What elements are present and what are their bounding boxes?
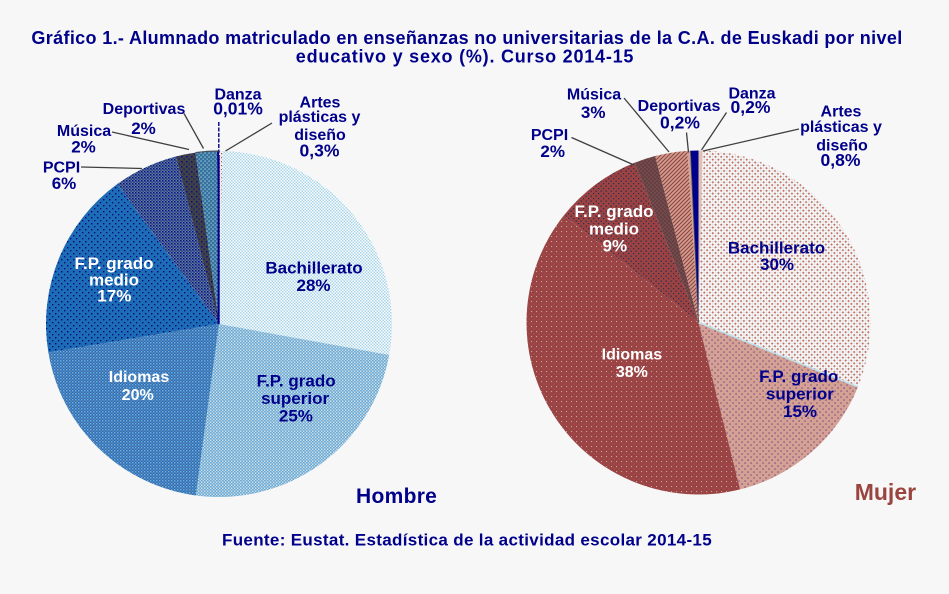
svg-text:Hombre: Hombre: [356, 485, 437, 508]
svg-text:diseño: diseño: [816, 138, 868, 155]
svg-text:2%: 2%: [131, 119, 156, 138]
svg-text:6%: 6%: [52, 174, 77, 193]
svg-text:Danza: Danza: [728, 86, 775, 103]
svg-text:Idiomas: Idiomas: [602, 347, 663, 364]
svg-text:0,2%: 0,2%: [660, 113, 700, 133]
svg-text:F.P. grado: F.P. grado: [574, 202, 653, 221]
svg-text:PCPI: PCPI: [531, 127, 568, 144]
svg-text:Música: Música: [57, 123, 111, 140]
svg-text:Música: Música: [567, 87, 621, 104]
svg-text:Artes: Artes: [821, 104, 862, 121]
svg-text:20%: 20%: [122, 387, 154, 404]
svg-text:0,2%: 0,2%: [731, 97, 771, 117]
svg-text:diseño: diseño: [294, 127, 346, 144]
svg-text:Fuente: Eustat. Estadística de: Fuente: Eustat. Estadística de la activi…: [222, 531, 712, 550]
svg-text:medio: medio: [589, 220, 639, 239]
svg-text:Bachillerato: Bachillerato: [728, 239, 825, 258]
svg-text:plásticas y: plásticas y: [800, 119, 882, 136]
svg-text:0,3%: 0,3%: [300, 141, 340, 161]
svg-text:Danza: Danza: [214, 87, 261, 104]
svg-text:0,01%: 0,01%: [213, 99, 263, 119]
svg-text:superior: superior: [766, 384, 834, 403]
svg-text:3%: 3%: [581, 103, 606, 122]
svg-text:Idiomas: Idiomas: [109, 369, 170, 386]
svg-text:F.P. grado: F.P. grado: [257, 371, 336, 390]
svg-text:25%: 25%: [279, 406, 313, 425]
svg-text:Gráfico 1.- Alumnado matricul: Gráfico 1.- Alumnado matriculado en ense…: [31, 28, 902, 48]
svg-text:Deportivas: Deportivas: [638, 98, 721, 115]
svg-text:superior: superior: [261, 389, 329, 408]
svg-text:0,8%: 0,8%: [821, 150, 861, 170]
svg-text:2%: 2%: [540, 142, 565, 161]
svg-text:38%: 38%: [616, 364, 648, 381]
svg-text:F.P. grado: F.P. grado: [759, 367, 838, 386]
svg-text:plásticas y: plásticas y: [279, 109, 361, 126]
svg-text:F.P. grado: F.P. grado: [74, 254, 153, 273]
svg-text:2%: 2%: [71, 138, 96, 157]
svg-text:28%: 28%: [296, 276, 330, 295]
svg-text:Bachillerato: Bachillerato: [265, 258, 362, 277]
svg-text:Artes: Artes: [300, 95, 341, 112]
svg-text:Mujer: Mujer: [855, 479, 916, 505]
svg-text:30%: 30%: [760, 255, 794, 274]
svg-text:medio: medio: [89, 270, 139, 289]
svg-text:Deportivas: Deportivas: [103, 101, 186, 118]
svg-text:15%: 15%: [783, 402, 817, 421]
svg-text:17%: 17%: [97, 286, 131, 305]
svg-text:9%: 9%: [603, 237, 628, 256]
svg-text:PCPI: PCPI: [43, 160, 80, 177]
svg-text:educativo y sexo (%). Curso 20: educativo y sexo (%). Curso 2014-15: [296, 47, 634, 67]
